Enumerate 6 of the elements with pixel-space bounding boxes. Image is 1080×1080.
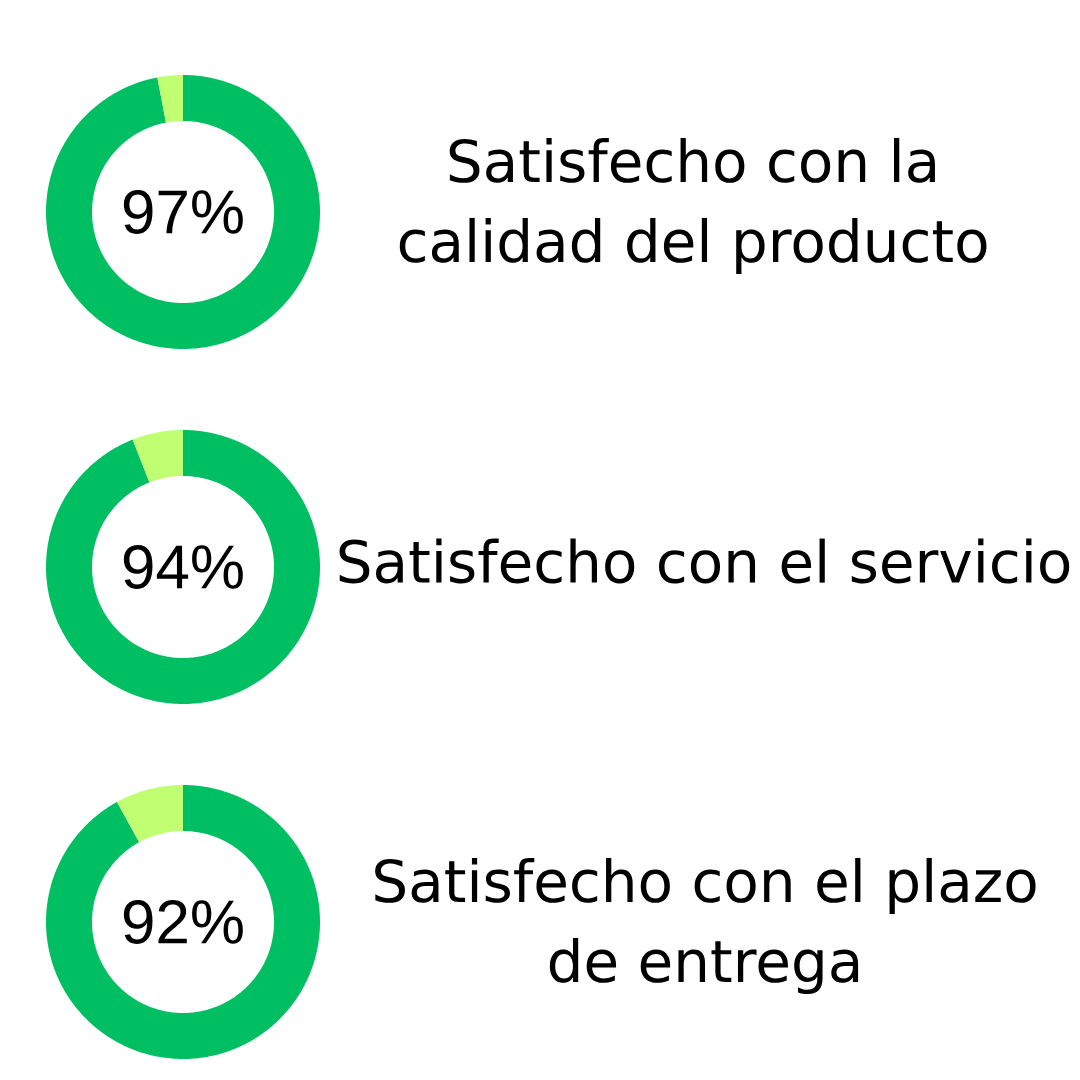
data-label: 92%	[123, 900, 243, 944]
text: Satisfecho con el servicio	[339, 538, 1070, 584]
text: Satisfecho con el plazo de entrega	[375, 857, 1036, 995]
data-label: 94%	[123, 545, 243, 589]
text: Satisfecho con la calidad del producto	[399, 137, 987, 275]
data-label: 97%	[123, 190, 243, 234]
